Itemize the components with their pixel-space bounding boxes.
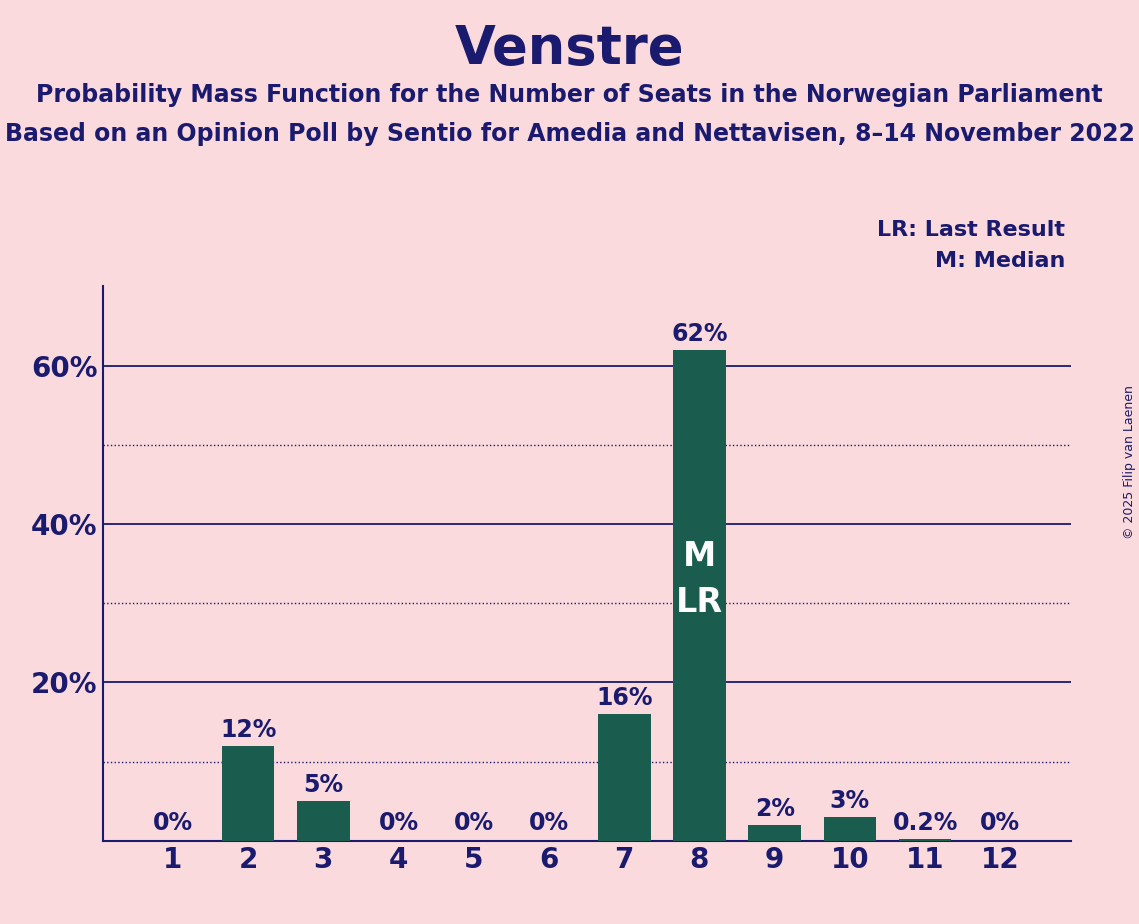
Text: 16%: 16%: [596, 687, 653, 711]
Text: 0%: 0%: [153, 810, 192, 834]
Bar: [673, 350, 726, 841]
Bar: [222, 746, 274, 841]
Text: Venstre: Venstre: [454, 23, 685, 75]
Bar: [823, 817, 876, 841]
Text: 3%: 3%: [830, 789, 870, 813]
Text: Based on an Opinion Poll by Sentio for Amedia and Nettavisen, 8–14 November 2022: Based on an Opinion Poll by Sentio for A…: [5, 122, 1134, 146]
Text: M
LR: M LR: [675, 540, 723, 619]
Text: © 2025 Filip van Laenen: © 2025 Filip van Laenen: [1123, 385, 1137, 539]
Text: 5%: 5%: [303, 773, 343, 797]
Bar: [748, 825, 801, 841]
Text: 0%: 0%: [528, 810, 570, 834]
Text: M: Median: M: Median: [935, 251, 1065, 272]
Bar: [598, 714, 650, 841]
Text: LR: Last Result: LR: Last Result: [877, 220, 1065, 240]
Text: 0%: 0%: [453, 810, 494, 834]
Text: 0%: 0%: [378, 810, 419, 834]
Text: 12%: 12%: [220, 718, 277, 742]
Text: 62%: 62%: [671, 322, 728, 346]
Text: 0.2%: 0.2%: [893, 810, 958, 834]
Text: Probability Mass Function for the Number of Seats in the Norwegian Parliament: Probability Mass Function for the Number…: [36, 83, 1103, 107]
Text: 2%: 2%: [755, 797, 795, 821]
Bar: [899, 839, 951, 841]
Text: 0%: 0%: [981, 810, 1021, 834]
Bar: [297, 801, 350, 841]
